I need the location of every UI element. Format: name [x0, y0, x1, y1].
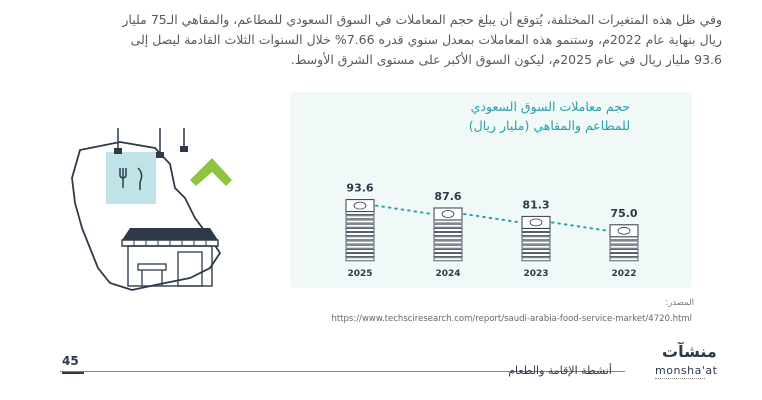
money-bill-icon	[521, 215, 551, 229]
money-stack-bill	[345, 253, 375, 258]
trend-line-segment	[463, 213, 521, 224]
money-stack-bill	[345, 232, 375, 237]
chart-title-line: للمطاعم والمقاهي (مليار ريال)	[468, 118, 630, 133]
logo-arabic: منشآت	[662, 342, 717, 361]
money-stack-bill	[433, 232, 463, 237]
logo-english: monsha'at	[655, 364, 718, 377]
source-label: المصدر:	[665, 298, 694, 308]
money-stack-bill	[609, 253, 639, 258]
money-stack-bill	[345, 215, 375, 220]
intro-paragraph: وفي ظل هذه المتغيرات المختلفة، يُتوقع أن…	[22, 10, 722, 70]
money-stack-bill	[345, 248, 375, 253]
money-stack-bill	[433, 244, 463, 249]
money-stack-bill	[609, 244, 639, 249]
money-stack-bill	[609, 257, 639, 262]
money-stack-bill	[433, 253, 463, 258]
money-stack-bill	[609, 248, 639, 253]
money-bill-icon	[609, 224, 639, 238]
paragraph-line: وفي ظل هذه المتغيرات المختلفة، يُتوقع أن…	[122, 12, 722, 27]
money-stack-bill	[521, 244, 551, 249]
money-stack-bill	[345, 236, 375, 241]
money-bill-emblem	[529, 218, 543, 227]
fork-icon	[119, 168, 127, 188]
chevron-up-icon	[190, 158, 232, 186]
paragraph-line: ريال بنهاية عام 2022م، وستنمو هذه المعام…	[130, 32, 722, 47]
page-number: 45	[62, 354, 79, 368]
money-stack-bill	[433, 248, 463, 253]
money-bill-icon	[345, 199, 375, 213]
door-icon	[177, 251, 203, 287]
money-bill-icon	[433, 207, 463, 221]
money-stack-bill	[609, 240, 639, 245]
knife-icon	[137, 167, 143, 190]
money-stack-bill	[345, 223, 375, 228]
money-bill-emblem	[617, 226, 631, 235]
paragraph-line: 93.6 مليار ريال في عام 2025م، ليكون السو…	[290, 52, 722, 67]
money-stack-bill	[521, 236, 551, 241]
money-bill-emblem	[441, 210, 455, 218]
menu-board-icon	[106, 152, 156, 204]
source-url[interactable]: https://www.techsciresearch.com/report/s…	[331, 314, 692, 324]
x-tick-label: 2023	[523, 269, 548, 279]
footer-section-title: أنشطة الإقامة والطعام	[508, 364, 612, 377]
footer-divider	[60, 371, 625, 372]
page-number-underline	[62, 371, 84, 374]
money-stack-bill	[433, 240, 463, 245]
chart-title: حجم معاملات السوق السعودي للمطاعم والمقا…	[390, 97, 630, 135]
restaurant-map-illustration	[71, 128, 232, 291]
money-bill-emblem	[353, 201, 367, 210]
x-tick-label: 2022	[611, 269, 636, 279]
money-stack-bill	[345, 257, 375, 262]
trend-line-segment	[375, 204, 433, 215]
storefront-icon	[127, 245, 213, 287]
saudi-map-outline-icon	[71, 141, 222, 291]
logo-underline	[655, 378, 705, 382]
data-label: 93.6	[346, 182, 373, 195]
money-stack-bill	[521, 257, 551, 262]
money-stack-bill	[521, 248, 551, 253]
money-stack-bill	[345, 240, 375, 245]
money-stack-bill	[345, 219, 375, 224]
table-icon	[137, 263, 167, 271]
awning-icon	[122, 228, 218, 240]
trend-line-segment	[551, 221, 609, 232]
money-stack-bill	[433, 223, 463, 228]
money-stack-bill	[521, 232, 551, 237]
money-stack-bill	[433, 227, 463, 232]
chart-title-line: حجم معاملات السوق السعودي	[470, 99, 630, 114]
money-stack-bill	[521, 253, 551, 258]
money-stack-bill	[521, 240, 551, 245]
money-stack-bill	[345, 227, 375, 232]
data-label: 81.3	[522, 198, 549, 211]
data-label: 87.6	[434, 190, 461, 203]
money-stack-bill	[345, 244, 375, 249]
money-stack-bill	[433, 236, 463, 241]
market-size-chart: 93.6 2025 87.6 2024 81.3 2023 75.0 2022	[345, 182, 639, 279]
x-tick-label: 2024	[435, 269, 460, 279]
x-tick-label: 2025	[347, 269, 372, 279]
money-stack-bill	[433, 257, 463, 262]
data-label: 75.0	[610, 207, 637, 220]
